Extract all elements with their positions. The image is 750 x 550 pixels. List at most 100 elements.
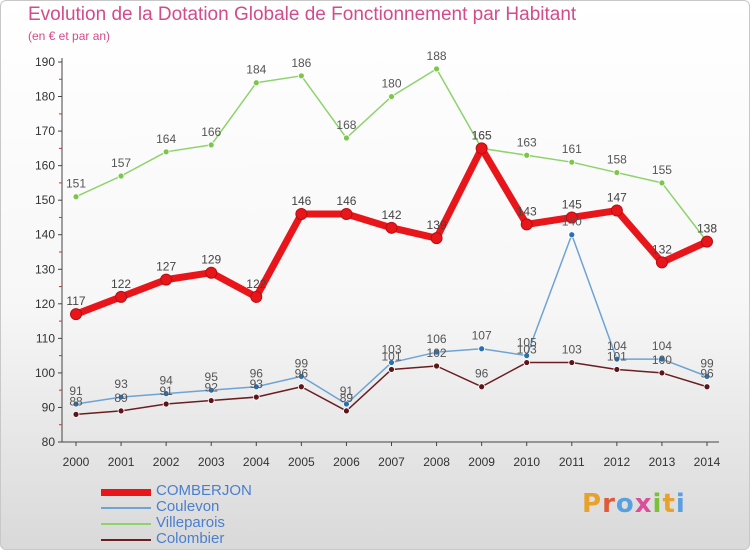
x-tick-label: 2005 bbox=[288, 455, 315, 469]
y-tick-label: 90 bbox=[42, 400, 56, 414]
legend-swatch bbox=[101, 539, 151, 541]
data-point bbox=[388, 359, 395, 366]
data-point bbox=[207, 141, 215, 149]
data-point bbox=[72, 400, 80, 408]
data-label: 89 bbox=[340, 391, 354, 405]
x-tick-label: 2007 bbox=[378, 455, 405, 469]
data-label: 142 bbox=[381, 208, 401, 222]
data-point bbox=[252, 383, 260, 391]
data-label: 146 bbox=[291, 194, 311, 208]
data-label: 91 bbox=[69, 384, 83, 398]
y-tick-label: 150 bbox=[35, 193, 55, 207]
data-point bbox=[658, 355, 666, 363]
data-point bbox=[565, 211, 578, 224]
y-tick-label: 160 bbox=[35, 159, 55, 173]
x-tick-label: 2004 bbox=[243, 455, 270, 469]
data-point bbox=[252, 79, 260, 87]
data-point bbox=[343, 134, 350, 142]
x-tick-label: 2009 bbox=[468, 455, 495, 469]
y-tick-label: 190 bbox=[35, 55, 55, 69]
data-label: 186 bbox=[291, 56, 311, 70]
data-point bbox=[613, 169, 621, 176]
data-label: 91 bbox=[340, 384, 354, 398]
legend-swatch bbox=[101, 488, 151, 496]
x-tick-label: 2010 bbox=[513, 455, 540, 469]
data-point bbox=[433, 348, 440, 356]
data-label: 107 bbox=[472, 329, 492, 343]
data-point bbox=[72, 193, 80, 201]
data-point bbox=[610, 204, 623, 217]
data-label: 139 bbox=[427, 218, 447, 232]
proxiti-logo: Proxiti bbox=[582, 489, 686, 519]
data-point bbox=[117, 407, 125, 415]
data-point bbox=[703, 383, 711, 391]
data-label: 145 bbox=[562, 197, 582, 211]
data-label: 138 bbox=[697, 222, 717, 236]
data-point bbox=[70, 308, 82, 321]
data-label: 165 bbox=[472, 128, 492, 142]
data-label: 103 bbox=[562, 343, 582, 357]
y-tick-label: 130 bbox=[35, 262, 55, 276]
y-tick-label: 110 bbox=[36, 331, 55, 345]
data-point bbox=[117, 172, 125, 180]
data-label: 140 bbox=[562, 215, 582, 229]
data-label: 166 bbox=[201, 125, 221, 139]
data-label: 95 bbox=[205, 370, 219, 384]
data-label: 165 bbox=[472, 128, 492, 142]
data-label: 91 bbox=[159, 384, 173, 398]
data-label: 93 bbox=[114, 377, 128, 391]
y-tick-label: 180 bbox=[35, 90, 55, 104]
x-tick-label: 2000 bbox=[63, 455, 90, 469]
x-tick-label: 2013 bbox=[649, 455, 676, 469]
data-point bbox=[658, 179, 666, 187]
data-point bbox=[388, 93, 395, 100]
data-label: 157 bbox=[111, 156, 131, 170]
x-tick-label: 2012 bbox=[604, 455, 631, 469]
x-tick-label: 2002 bbox=[153, 455, 180, 469]
x-tick-label: 2006 bbox=[333, 455, 360, 469]
data-point bbox=[297, 372, 305, 380]
data-point bbox=[160, 273, 173, 286]
data-label: 92 bbox=[205, 381, 219, 395]
data-point bbox=[297, 72, 305, 80]
data-label: 94 bbox=[159, 374, 173, 388]
data-point bbox=[433, 362, 440, 370]
legend-swatch bbox=[101, 507, 151, 509]
data-point bbox=[385, 221, 398, 234]
y-tick-label: 80 bbox=[42, 435, 56, 449]
x-tick-label: 2003 bbox=[198, 455, 225, 469]
data-point bbox=[655, 256, 668, 269]
data-point bbox=[162, 148, 170, 156]
data-point bbox=[297, 383, 305, 391]
data-point bbox=[613, 366, 621, 373]
data-point bbox=[343, 400, 350, 408]
data-label: 102 bbox=[427, 346, 447, 360]
y-tick-label: 120 bbox=[35, 297, 55, 311]
data-point bbox=[701, 235, 713, 248]
data-label: 161 bbox=[562, 142, 582, 156]
data-label: 164 bbox=[156, 132, 176, 146]
data-label: 96 bbox=[250, 367, 264, 381]
data-point bbox=[613, 355, 621, 363]
data-label: 99 bbox=[295, 356, 309, 370]
data-label: 96 bbox=[700, 367, 714, 381]
data-label: 151 bbox=[66, 177, 86, 191]
legend-swatch bbox=[101, 523, 151, 525]
y-tick-label: 170 bbox=[35, 124, 55, 138]
data-label: 163 bbox=[517, 135, 537, 149]
data-label: 105 bbox=[517, 336, 537, 350]
x-tick-label: 2008 bbox=[423, 455, 450, 469]
data-point bbox=[207, 397, 215, 404]
data-label: 96 bbox=[295, 367, 309, 381]
data-point bbox=[343, 407, 350, 415]
data-point bbox=[388, 366, 395, 373]
x-tick-label: 2014 bbox=[694, 455, 721, 469]
data-point bbox=[207, 386, 215, 394]
data-point bbox=[568, 359, 576, 366]
legend-label: Villeparois bbox=[156, 514, 225, 531]
data-label: 127 bbox=[156, 260, 176, 274]
data-label: 143 bbox=[517, 204, 537, 218]
legend-label: COMBERJON bbox=[156, 482, 252, 499]
data-point bbox=[162, 390, 170, 398]
x-tick-label: 2011 bbox=[559, 455, 585, 469]
